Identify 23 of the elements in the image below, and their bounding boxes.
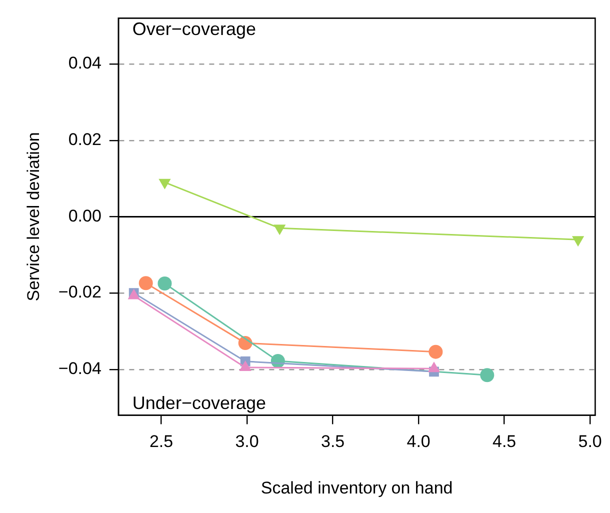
y-tick-label: −0.04 (58, 359, 102, 378)
point (158, 276, 172, 291)
y-axis-title: Service level deviation (24, 132, 43, 302)
x-tick-label: 3.0 (235, 432, 259, 452)
y-tick-label: −0.02 (58, 282, 102, 302)
annotation: Over−coverage (132, 19, 256, 40)
y-tick-label: 0.02 (68, 130, 102, 150)
point (158, 178, 171, 190)
x-tick-label: 4.0 (406, 432, 430, 452)
point (274, 224, 286, 236)
point (428, 344, 443, 359)
y-tick-label: 0.04 (68, 54, 102, 73)
x-tick-label: 3.5 (320, 432, 345, 452)
point (138, 276, 153, 290)
x-tick-label: 2.5 (149, 432, 174, 452)
x-tick-label: 4.5 (492, 432, 516, 452)
x-tick-label: 5.0 (578, 432, 602, 452)
point (428, 362, 440, 372)
point (480, 368, 494, 382)
point (572, 236, 584, 247)
x-axis-title: Scaled inventory on hand (260, 478, 453, 498)
annotation: Under−coverage (132, 393, 266, 414)
y-tick-label: 0.00 (68, 206, 102, 226)
